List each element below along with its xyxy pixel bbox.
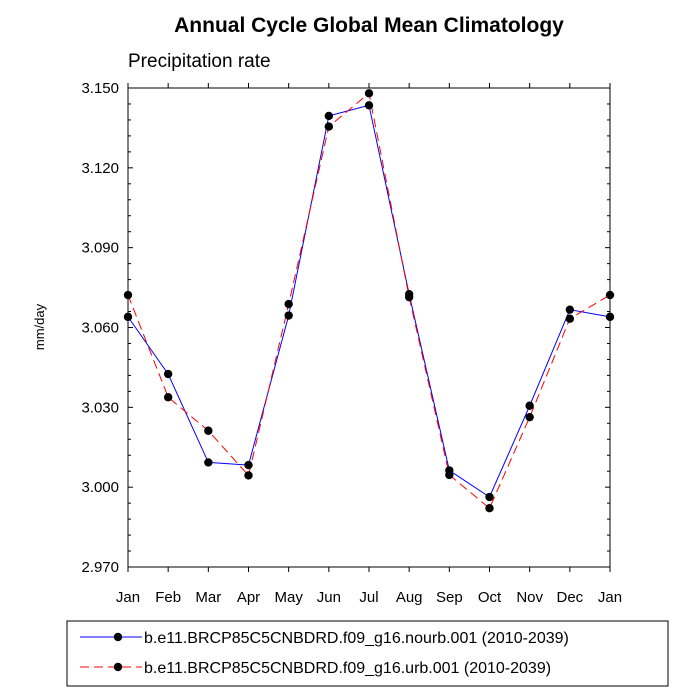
y-tick-label: 3.090: [81, 240, 119, 257]
legend-label-urb: b.e11.BRCP85C5CNBDRD.f09_g16.urb.001 (20…: [144, 660, 551, 677]
y-tick-label: 3.150: [81, 80, 119, 97]
data-point-series-1: [605, 290, 615, 300]
data-point-series-1: [364, 89, 374, 98]
series-line-0: [127, 104, 611, 498]
x-tick-label: Apr: [237, 589, 260, 606]
chart-title: Annual Cycle Global Mean Climatology: [174, 14, 564, 37]
legend-marker-nourb: [113, 632, 123, 642]
series-layer: [123, 89, 615, 513]
data-point-series-1: [445, 470, 454, 480]
data-point-series-1: [565, 314, 575, 323]
legend-label-nourb: b.e11.BRCP85C5CNBDRD.f09_g16.nourb.001 (…: [144, 630, 569, 647]
y-tick-label: 3.030: [81, 399, 119, 416]
legend: b.e11.BRCP85C5CNBDRD.f09_g16.nourb.001 (…: [66, 620, 669, 687]
x-tick-label: Oct: [478, 589, 502, 606]
y-tick-label: 3.000: [81, 479, 119, 496]
legend-box: [66, 620, 669, 687]
x-tick-label: Feb: [155, 589, 181, 606]
data-point-series-1: [324, 122, 334, 131]
chart-subtitle: Precipitation rate: [128, 51, 271, 72]
plot-frame: [127, 87, 611, 568]
data-point-series-0: [324, 111, 334, 121]
data-point-series-0: [123, 312, 133, 322]
axis-ticks: 3.150 3.120 3.090 3.060 3.030 3.000 2.970 Jan Fe…: [81, 80, 622, 606]
data-point-series-0: [204, 458, 213, 467]
x-tick-label: Jun: [317, 589, 341, 606]
x-tick-label: Aug: [396, 589, 423, 606]
x-tick-label: Mar: [195, 589, 221, 606]
data-point-series-0: [244, 460, 253, 470]
data-point-series-0: [525, 401, 534, 410]
y-tick-label: 3.120: [81, 160, 119, 177]
x-tick-label: Jul: [359, 589, 378, 606]
data-point-series-1: [485, 503, 494, 513]
x-tick-label: Jan: [116, 589, 140, 606]
data-point-series-0: [565, 305, 575, 314]
data-point-series-1: [163, 393, 173, 402]
data-point-series-0: [364, 101, 374, 110]
data-point-series-1: [244, 471, 253, 480]
data-point-series-1: [404, 292, 414, 302]
data-point-series-0: [163, 369, 173, 379]
data-point-series-1: [525, 412, 534, 422]
x-tick-label: Nov: [516, 589, 543, 606]
data-point-series-1: [284, 299, 293, 309]
data-point-series-0: [284, 311, 293, 320]
data-point-series-0: [485, 492, 494, 502]
data-point-series-0: [605, 312, 615, 322]
data-point-series-1: [123, 290, 133, 300]
legend-marker-urb: [113, 662, 123, 672]
y-tick-label: 3.060: [81, 320, 119, 337]
y-tick-label: 2.970: [81, 559, 119, 576]
y-axis-label: mm/day: [32, 303, 47, 350]
x-tick-label: Dec: [556, 589, 583, 606]
x-tick-label: Jan: [598, 589, 622, 606]
x-tick-label: Sep: [436, 589, 463, 606]
data-point-series-1: [204, 426, 213, 435]
x-tick-label: May: [274, 589, 303, 606]
